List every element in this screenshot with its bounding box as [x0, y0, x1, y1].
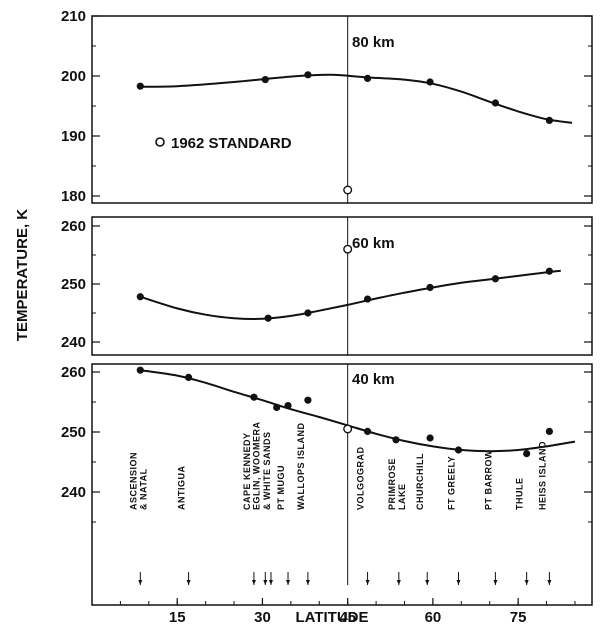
data-point	[545, 116, 553, 124]
data-point	[491, 99, 500, 107]
data-point	[284, 402, 292, 410]
standard-point	[343, 424, 353, 434]
station-label: ANTIGUA	[177, 466, 187, 511]
station-label: CAPE KENNEDY	[242, 432, 252, 510]
y-tick-label: 250	[61, 276, 86, 293]
y-tick-label: 180	[61, 188, 86, 205]
data-point	[304, 71, 312, 79]
panel-label: 60 km	[352, 235, 395, 252]
y-tick-label: 260	[61, 364, 86, 381]
data-point	[136, 82, 144, 90]
y-axis-title: TEMPERATURE, K	[14, 209, 31, 341]
legend-label: 1962 STANDARD	[171, 135, 292, 152]
x-tick-label: 30	[254, 609, 271, 626]
data-point	[304, 309, 312, 317]
station-label: & WHITE SANDS	[262, 432, 272, 511]
x-tick-label: 60	[425, 609, 442, 626]
data-point	[273, 403, 281, 411]
data-point	[545, 427, 553, 435]
y-tick-label: 250	[61, 424, 86, 441]
station-label: VOLGOGRAD	[356, 446, 366, 510]
station-arrow-head	[547, 580, 552, 585]
data-point	[426, 283, 434, 292]
data-point	[426, 434, 434, 442]
panel-label: 40 km	[352, 371, 395, 388]
station-label: HEISS ISLAND	[537, 441, 547, 510]
panel-frame-3	[91, 363, 593, 606]
station-arrow-head	[268, 580, 273, 585]
data-point	[545, 267, 553, 275]
data-point	[491, 275, 500, 283]
station-arrow-head	[493, 580, 498, 585]
station-label: LAKE	[397, 484, 407, 511]
data-point	[392, 436, 400, 444]
x-axis-title: LATITUDE	[295, 609, 368, 626]
station-arrow-head	[263, 580, 268, 585]
fit-curve-80-km	[140, 73, 573, 124]
data-point	[184, 373, 193, 381]
station-arrow-head	[425, 580, 430, 585]
standard-point	[343, 185, 353, 195]
data-point	[264, 314, 272, 322]
x-tick-label: 45	[339, 609, 356, 626]
station-label: THULE	[515, 478, 525, 511]
y-tick-label: 240	[61, 334, 86, 351]
data-point	[454, 446, 463, 454]
station-arrow-head	[365, 580, 370, 585]
station-arrow-head	[524, 580, 529, 585]
station-label: FT GREELY	[446, 456, 456, 510]
y-tick-label: 190	[61, 128, 86, 145]
data-point	[136, 366, 144, 374]
station-label: ASCENSION	[128, 452, 138, 510]
station-arrow-head	[138, 580, 143, 585]
station-arrow-head	[396, 580, 401, 585]
data-point	[136, 293, 144, 301]
station-label: PT BARROW	[483, 450, 493, 510]
data-point	[363, 295, 372, 303]
data-point	[304, 396, 312, 404]
station-arrow-head	[186, 580, 191, 585]
x-tick-label: 15	[169, 609, 186, 626]
station-arrow-head	[305, 580, 310, 585]
y-tick-label: 210	[61, 8, 86, 25]
y-tick-label: 200	[61, 68, 86, 85]
y-tick-label: 260	[61, 218, 86, 235]
panel-frame-1	[91, 15, 593, 204]
station-arrow-head	[456, 580, 461, 585]
panel-label: 80 km	[352, 34, 395, 51]
station-label: & NATAL	[138, 468, 148, 510]
station-label: CHURCHILL	[415, 453, 425, 510]
data-point	[261, 76, 269, 84]
data-point	[426, 78, 434, 86]
station-arrow-head	[286, 580, 291, 585]
x-tick-label: 75	[510, 609, 527, 626]
fit-curve-60-km	[140, 269, 561, 320]
standard-point	[343, 244, 353, 254]
y-tick-label: 240	[61, 484, 86, 501]
fit-curve-40-km	[140, 369, 576, 453]
station-arrow-head	[251, 580, 256, 585]
station-label: PRIMROSE	[387, 458, 397, 510]
station-label: PT MUGU	[276, 465, 286, 510]
station-label: EGLIN, WOOMERA	[251, 422, 261, 511]
data-point	[523, 450, 531, 458]
legend-marker	[155, 137, 165, 147]
panel-frame-2	[91, 216, 593, 356]
data-point	[363, 427, 372, 435]
data-point	[363, 74, 372, 82]
data-point	[250, 393, 258, 401]
station-label: WALLOPS ISLAND	[296, 423, 306, 511]
